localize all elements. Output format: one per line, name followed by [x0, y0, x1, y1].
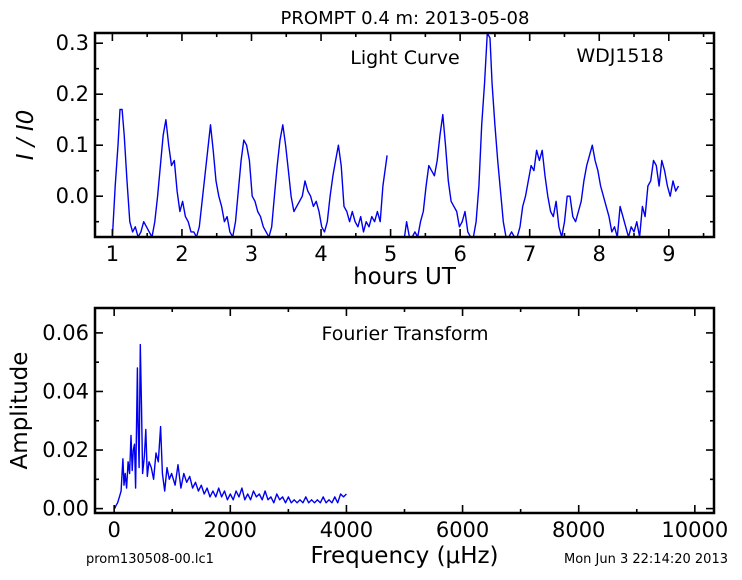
series-group: [114, 343, 347, 509]
light-curve-segment-2: [403, 33, 680, 237]
x-tick-label: 0: [107, 518, 120, 542]
x-tick-label: 8000: [552, 518, 605, 542]
x-tick-label: 3: [245, 242, 258, 266]
y-axis-label: I / I0: [13, 110, 39, 161]
x-tick-label: 2000: [204, 518, 257, 542]
x-tick-label: 10000: [661, 518, 728, 542]
x-tick-label: 7: [523, 242, 536, 266]
x-tick-label: 6000: [436, 518, 489, 542]
light-curve-panel: 1 2 3 4 5 6 7 8 9 0.0 0.1 0.2 0.3 hours UT I / I0 Light…: [13, 31, 716, 290]
footer-timestamp: Mon Jun 3 22:14:20 2013: [564, 552, 728, 567]
object-label: WDJ1518: [576, 45, 663, 67]
y-tick-label: 0.02: [42, 438, 89, 462]
footer-filename: prom130508-00.lc1: [86, 552, 214, 567]
light-curve-segment-1: [111, 108, 388, 237]
x-tick-label: 9: [662, 242, 675, 266]
x-tick-label: 6: [453, 242, 466, 266]
y-axis-label: Amplitude: [7, 352, 33, 470]
panel-annotation: Fourier Transform: [321, 323, 488, 345]
y-tick-label: 0.04: [42, 379, 89, 403]
y-tick-label: 0.1: [56, 133, 89, 157]
plot-frame: [93, 31, 716, 239]
amplitude-spectrum-line: [114, 343, 347, 509]
panel-annotation: Light Curve: [350, 47, 460, 69]
figure-title: PROMPT 0.4 m: 2013-05-08: [281, 8, 530, 29]
series-group: [111, 33, 680, 237]
y-tick-label: 0.00: [42, 497, 89, 521]
x-axis-label: Frequency (μHz): [310, 543, 498, 569]
y-tick-label: 0.2: [56, 82, 89, 106]
x-axis-label: hours UT: [353, 264, 457, 290]
x-tick-label: 8: [593, 242, 606, 266]
x-tick-label: 2: [175, 242, 188, 266]
x-tick-label: 4: [314, 242, 327, 266]
y-tick-label: 0.0: [56, 184, 89, 208]
x-tick-label: 1: [106, 242, 119, 266]
x-tick-label: 4000: [320, 518, 373, 542]
y-tick-label: 0.06: [42, 321, 89, 345]
y-tick-label: 0.3: [56, 31, 89, 55]
x-tick-label: 5: [384, 242, 397, 266]
fourier-transform-panel: 0 2000 4000 6000 8000 10000 0.00 0.02 0.04 0.06 Fr…: [7, 306, 728, 569]
